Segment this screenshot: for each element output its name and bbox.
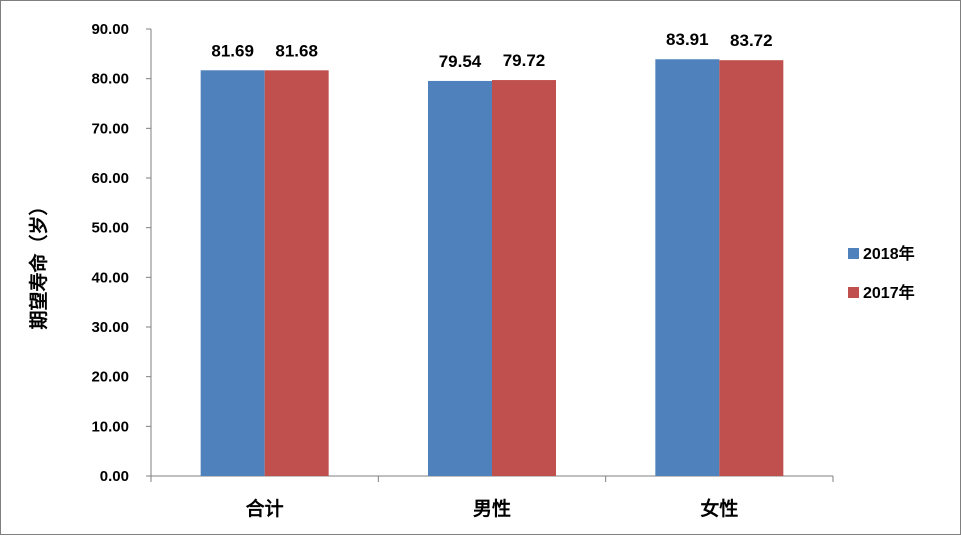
- legend-label: 2018年: [863, 244, 915, 263]
- y-tick-label: 90.00: [91, 21, 129, 38]
- bar-value-label: 79.54: [439, 52, 482, 71]
- legend-swatch: [848, 287, 859, 298]
- y-tick-label: 80.00: [91, 71, 129, 88]
- y-tick-label: 60.00: [91, 170, 129, 187]
- y-tick-label: 70.00: [91, 120, 129, 137]
- legend: 2018年 2017年: [848, 244, 915, 302]
- legend-swatch: [848, 248, 859, 259]
- bar-value-label: 83.91: [666, 30, 709, 49]
- bar-value-label: 83.72: [730, 31, 773, 50]
- bar-value-label: 81.68: [275, 41, 318, 60]
- axes: 0.00 10.00 20.00 30.00 40.00 50.00 60.00 70.00 8…: [91, 21, 834, 520]
- bar: [719, 60, 784, 476]
- bar: [428, 80, 492, 477]
- y-tick-label: 0.00: [100, 468, 129, 485]
- y-tick-label: 10.00: [91, 418, 129, 435]
- legend-label: 2017年: [863, 283, 915, 302]
- bars: [200, 59, 784, 477]
- y-tick-label: 20.00: [91, 369, 129, 386]
- x-category-label: 女性: [700, 497, 738, 520]
- bar: [655, 59, 720, 476]
- bar: [492, 80, 556, 476]
- y-axis-label: 期望寿命（岁）: [27, 196, 50, 329]
- y-tick-label: 30.00: [91, 319, 129, 336]
- bar-value-label: 81.69: [211, 41, 254, 60]
- bar-value-label: 79.72: [503, 51, 546, 70]
- data-labels: 81.69 81.68 79.54 79.72 83.91 83.72: [211, 30, 772, 71]
- bar: [200, 70, 265, 476]
- y-tick-label: 50.00: [91, 220, 129, 237]
- y-tick-label: 40.00: [91, 269, 129, 286]
- bar: [264, 70, 329, 477]
- x-category-label: 男性: [473, 497, 511, 520]
- x-category-label: 合计: [246, 497, 284, 520]
